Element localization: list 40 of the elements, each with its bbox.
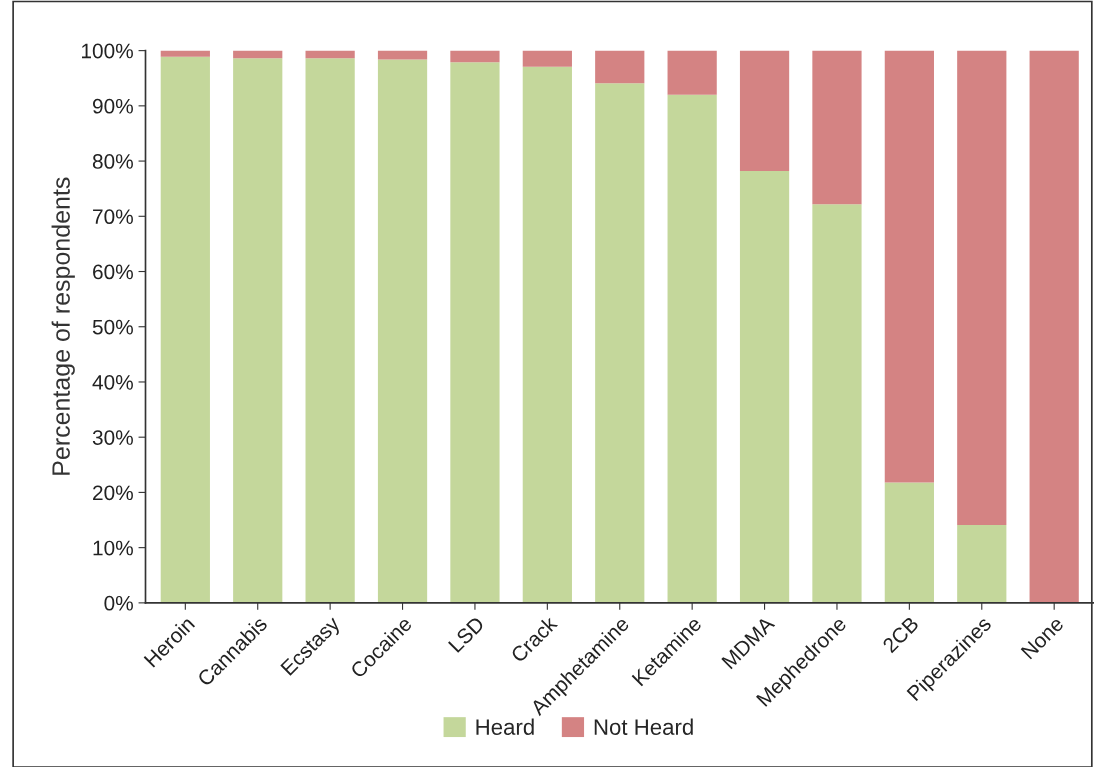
bar (450, 50, 500, 63)
bar (377, 59, 428, 603)
bar (1029, 50, 1079, 603)
bar (884, 482, 934, 603)
bar (522, 50, 572, 67)
y-tick-label: 20% (93, 485, 133, 501)
bar (667, 50, 717, 95)
legend-label: Heard (476, 718, 534, 735)
legend-label: Not Heard (594, 718, 693, 735)
y-tick-label: 90% (92, 98, 133, 114)
bar (957, 50, 1007, 525)
bar (160, 50, 210, 57)
bar (160, 56, 210, 603)
bar (595, 83, 645, 603)
bar (739, 50, 790, 172)
bar (305, 50, 355, 59)
y-axis-title: Percentage of respondents (51, 177, 75, 475)
bar (233, 58, 283, 603)
y-tick-label: 50% (92, 319, 133, 335)
y-tick-label: 100% (82, 43, 133, 59)
bar (739, 171, 790, 603)
y-tick-label: 80% (92, 154, 133, 169)
bar (377, 50, 428, 60)
y-tick-label: 0% (104, 595, 133, 611)
bar (957, 525, 1007, 603)
bar (305, 58, 355, 603)
bar (812, 50, 862, 205)
y-tick-label: 10% (93, 540, 133, 556)
bar (233, 50, 283, 59)
bar (812, 204, 862, 603)
bar (450, 62, 500, 603)
y-tick-label: 60% (93, 264, 133, 280)
y-tick-label: 40% (92, 374, 133, 390)
bar (595, 50, 645, 84)
y-tick-label: 70% (93, 209, 133, 225)
bar (667, 94, 717, 603)
bar (522, 66, 572, 603)
bar (884, 50, 934, 483)
y-tick-label: 30% (92, 430, 133, 445)
x-tick-label: LSD (447, 615, 486, 653)
